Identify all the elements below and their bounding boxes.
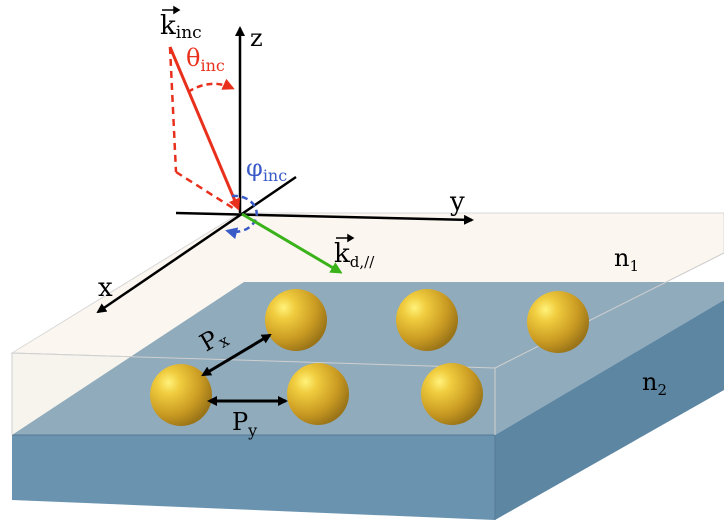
n2-label: n2 <box>642 368 667 399</box>
x-label: x <box>98 273 113 303</box>
particle <box>527 291 589 353</box>
particle <box>265 289 327 351</box>
phi-arc <box>225 194 258 240</box>
particle <box>421 363 483 425</box>
y-axis <box>175 211 474 225</box>
incident-wavevector <box>168 46 241 212</box>
y-label: y <box>449 187 465 217</box>
particle <box>396 289 458 351</box>
z-label: z <box>250 24 263 52</box>
x-axis <box>96 175 297 314</box>
k-inc-projection-horizontal <box>175 170 237 212</box>
k-d-arrow <box>241 212 343 274</box>
py-label: Py <box>232 408 257 440</box>
k-inc-arrow <box>168 46 241 211</box>
particle <box>150 364 212 426</box>
coordinate-axes <box>96 26 474 314</box>
particle-array <box>150 289 589 426</box>
vector-overbars <box>162 5 355 243</box>
particle <box>287 363 349 425</box>
phi-label: φinc <box>246 154 287 185</box>
theta-label: θinc <box>186 44 225 75</box>
k-inc-projection-vertical <box>168 46 178 173</box>
px-arrow <box>201 333 272 377</box>
substrate-front-face <box>12 435 495 520</box>
k-d-label: kd,// <box>334 239 375 271</box>
substrate-side-face <box>495 300 724 520</box>
n1-label: n1 <box>614 244 639 275</box>
k-inc-label: kinc <box>160 11 202 43</box>
theta-arc <box>187 78 235 94</box>
